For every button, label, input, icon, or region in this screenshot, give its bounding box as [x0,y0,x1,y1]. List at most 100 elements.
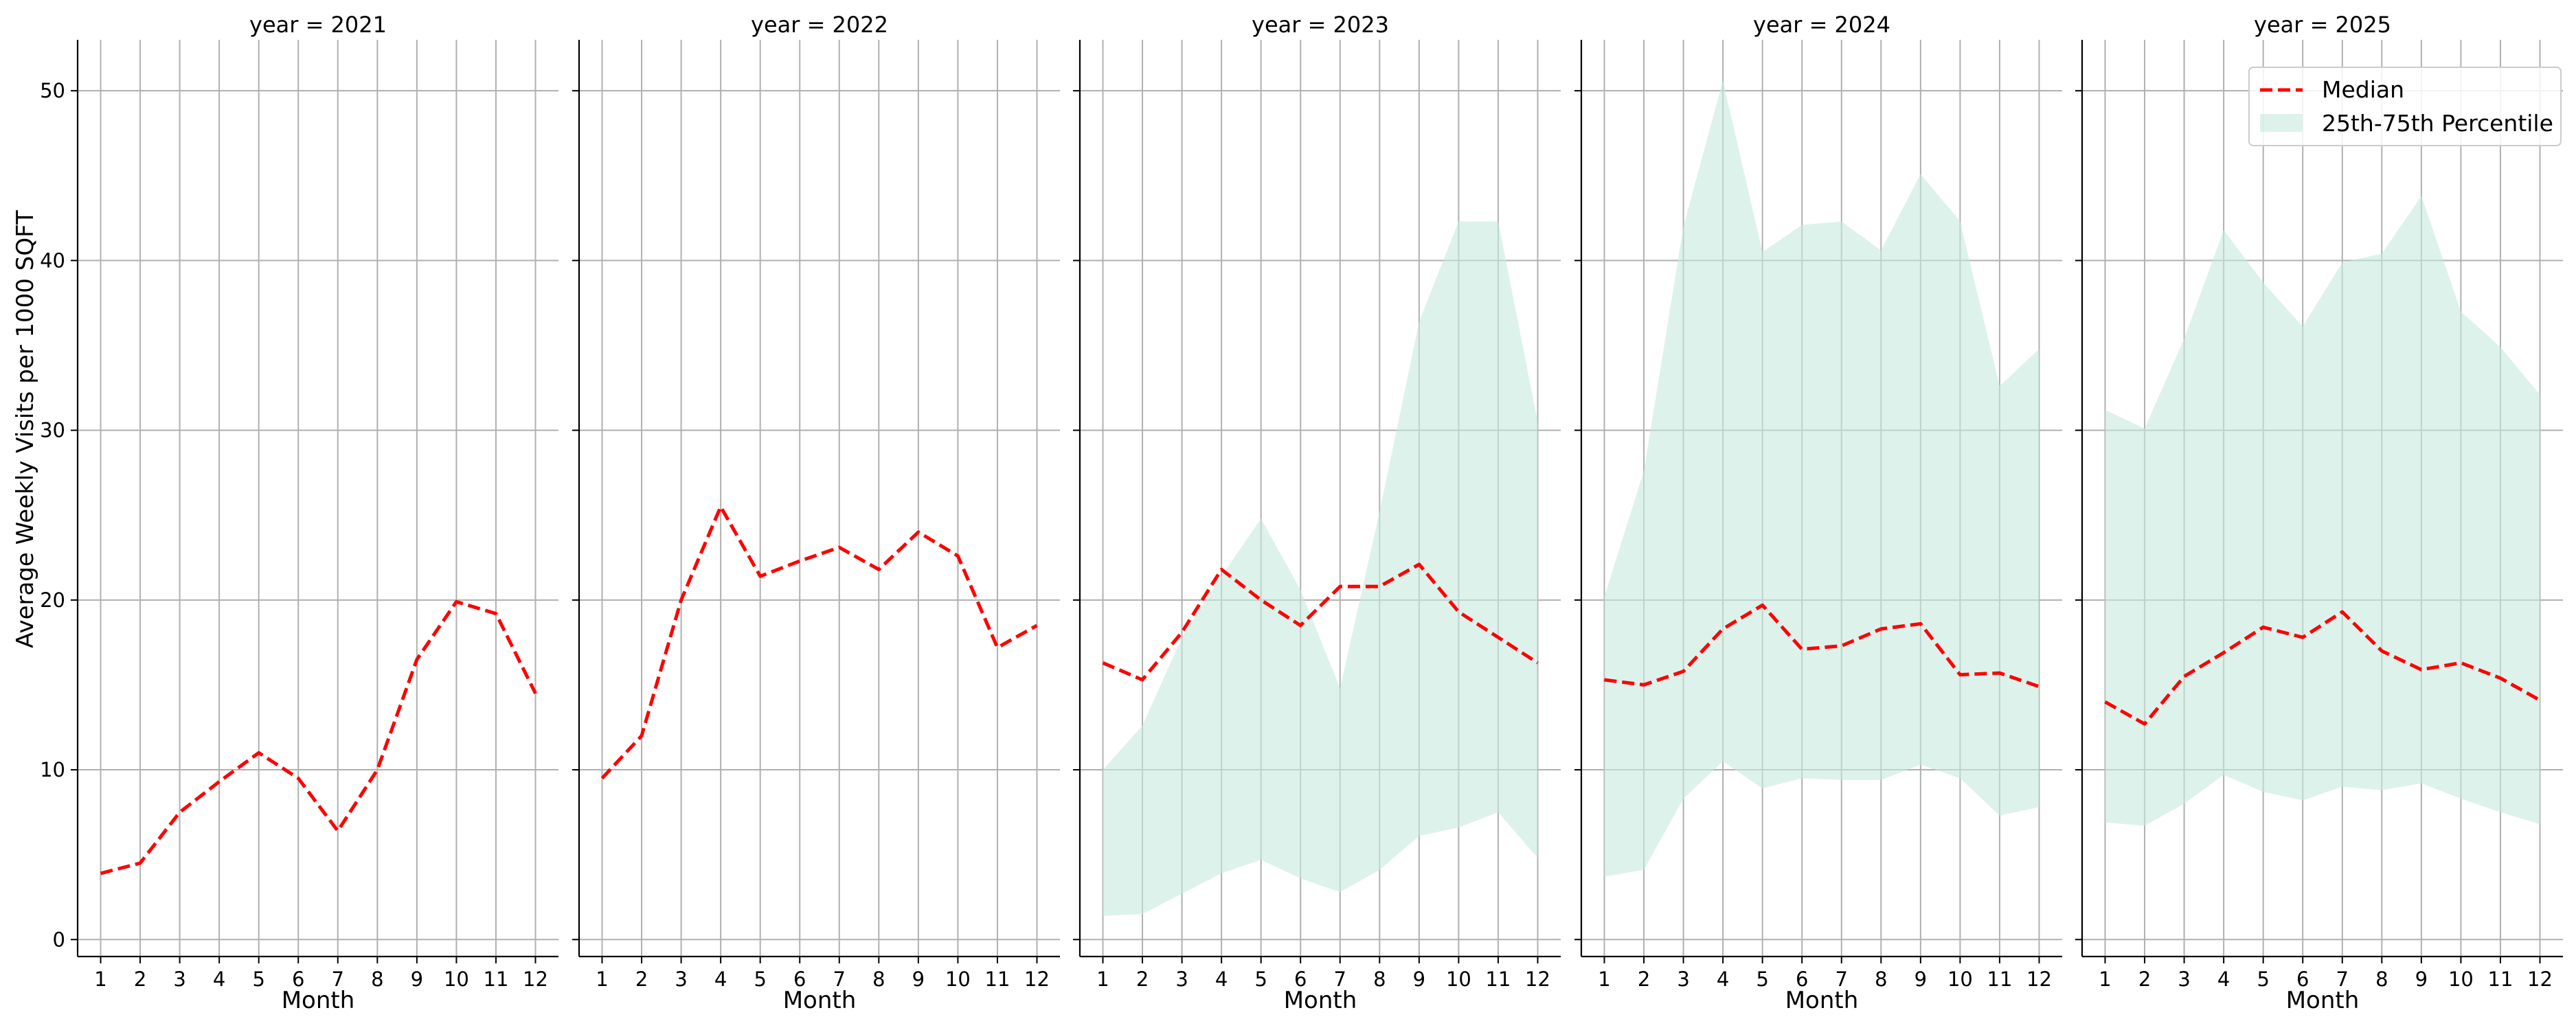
x-tick-label: 3 [173,968,185,991]
x-tick-label: 9 [1413,968,1425,991]
x-axis-label: Month [1284,987,1357,1014]
x-tick-label: 2 [2138,968,2151,991]
x-tick-label: 8 [371,968,383,991]
x-tick-label: 10 [444,968,469,991]
x-tick-label: 12 [1024,968,1050,991]
x-tick-label: 8 [872,968,885,991]
legend: Median 25th-75th Percentile [2248,67,2562,146]
legend-band-swatch [2260,114,2303,132]
x-tick-label: 12 [2527,968,2553,991]
gridlines [579,40,1060,957]
y-tick-label: 30 [40,419,65,442]
x-tick-label: 4 [213,968,225,991]
x-tick-label: 4 [1215,968,1228,991]
x-tick-label: 7 [1835,968,1848,991]
y-tick-label: 40 [40,249,65,272]
x-axis-label: Month [2286,987,2360,1014]
facet-title: year = 2025 [2254,12,2391,38]
x-tick-label: 7 [2336,968,2349,991]
x-tick-label: 4 [2217,968,2230,991]
x-tick-label: 2 [1638,968,1650,991]
x-tick-label: 5 [754,968,766,991]
x-tick-label: 9 [2415,968,2428,991]
x-axis-label: Month [783,987,857,1014]
x-tick-label: 4 [714,968,727,991]
x-tick-label: 3 [1677,968,1689,991]
x-tick-label: 5 [252,968,264,991]
x-tick-label: 5 [1756,968,1768,991]
x-tick-label: 12 [523,968,548,991]
x-tick-label: 11 [985,968,1010,991]
percentile-band [1604,80,2040,877]
x-tick-label: 11 [484,968,509,991]
x-tick-label: 1 [1096,968,1109,991]
x-tick-label: 6 [1294,968,1307,991]
x-tick-label: 10 [1446,968,1471,991]
median-line [600,505,1038,780]
x-tick-label: 4 [1717,968,1729,991]
x-tick-label: 10 [945,968,971,991]
x-tick-label: 10 [1947,968,1973,991]
x-tick-label: 6 [292,968,304,991]
x-tick-label: 2 [635,968,648,991]
x-tick-label: 6 [1796,968,1808,991]
x-tick-label: 2 [134,968,146,991]
median-line [2104,610,2541,726]
x-tick-label: 12 [2026,968,2052,991]
x-tick-label: 5 [2257,968,2269,991]
y-axis-title-layer: Average Weekly Visits per 1000 SQFT [12,210,39,648]
facet-title: year = 2023 [1252,12,1389,38]
x-tick-label: 1 [2099,968,2111,991]
x-tick-label: 9 [1914,968,1927,991]
x-tick-label: 2 [1136,968,1149,991]
x-tick-label: 9 [912,968,925,991]
x-tick-label: 3 [675,968,687,991]
y-tick-label: 50 [40,79,65,102]
x-tick-label: 3 [1175,968,1188,991]
y-axis-label: Average Weekly Visits per 1000 SQFT [12,210,39,648]
facet-title: year = 2024 [1753,12,1890,38]
x-tick-label: 6 [2296,968,2309,991]
x-tick-label: 8 [1373,968,1386,991]
x-axis-label: Month [282,987,355,1014]
x-tick-label: 12 [1525,968,1550,991]
median-line [1102,562,1539,682]
x-tick-label: 3 [2178,968,2190,991]
x-tick-label: 1 [94,968,106,991]
legend-median-label: Median [2322,76,2404,103]
y-tick-label: 10 [40,758,65,781]
x-tick-label: 8 [1875,968,1887,991]
legend-box [2248,67,2562,146]
y-tick-label: 0 [53,928,65,951]
x-tick-label: 1 [1598,968,1610,991]
percentile-band [2105,196,2540,826]
x-tick-label: 6 [793,968,806,991]
x-tick-label: 1 [596,968,608,991]
x-tick-label: 11 [1987,968,2013,991]
x-axis-label: Month [1785,987,1859,1014]
facet-title: year = 2021 [249,12,387,38]
median-line [1604,603,2040,689]
x-tick-label: 7 [833,968,846,991]
x-tick-label: 7 [1334,968,1346,991]
x-tick-label: 10 [2448,968,2474,991]
x-tick-label: 11 [2488,968,2513,991]
x-tick-label: 11 [1486,968,1511,991]
gridlines [78,40,558,957]
median-line [100,599,537,876]
facet-title: year = 2022 [751,12,888,38]
x-tick-label: 8 [2375,968,2388,991]
x-tick-label: 7 [332,968,344,991]
y-tick-label: 20 [40,588,65,612]
percentile-band [1103,221,1538,916]
x-tick-label: 9 [411,968,423,991]
legend-band-label: 25th-75th Percentile [2322,110,2553,137]
x-tick-label: 5 [1254,968,1267,991]
